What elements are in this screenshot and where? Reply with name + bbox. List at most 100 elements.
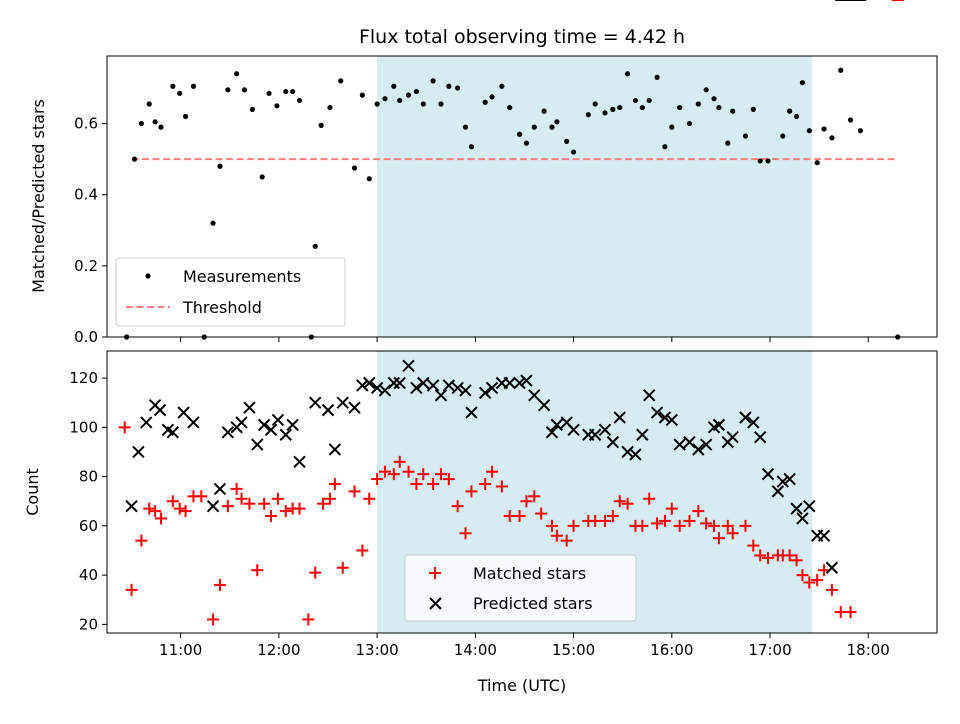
measurement-point bbox=[158, 124, 164, 130]
measurement-point bbox=[182, 113, 189, 120]
matched-star-point bbox=[195, 490, 208, 503]
predicted-star-point bbox=[451, 381, 464, 395]
predicted-star-point bbox=[293, 455, 306, 469]
matched-star-point bbox=[726, 527, 739, 540]
matched-star-point bbox=[371, 473, 384, 486]
predicted-star-point bbox=[426, 379, 440, 392]
matched-star-point bbox=[427, 477, 440, 490]
measurement-point bbox=[405, 92, 412, 98]
matched-star-point bbox=[712, 532, 725, 545]
matched-star-point bbox=[658, 514, 671, 527]
matched-star-point bbox=[486, 465, 499, 478]
matched-star-point bbox=[613, 495, 626, 508]
predicted-star-point bbox=[621, 445, 634, 459]
matched-star-point bbox=[465, 485, 478, 498]
measurement-point bbox=[646, 97, 652, 104]
measurement-point bbox=[177, 90, 183, 96]
measurement-point bbox=[290, 88, 296, 95]
measurement-point bbox=[190, 83, 197, 89]
measurement-point bbox=[217, 163, 223, 169]
y-tick-label: 20 bbox=[79, 615, 98, 633]
chart-title: Flux total observing time = 4.42 h bbox=[359, 26, 685, 48]
predicted-star-point bbox=[665, 413, 679, 427]
matched-star-point bbox=[665, 502, 678, 515]
matched-star-point bbox=[762, 551, 775, 564]
matched-star-point bbox=[513, 510, 526, 523]
matched-star-point bbox=[520, 495, 533, 508]
bottom-panel: 20 40 60 80 100 120 11:00 12:00 13:00 14:00 15:00… bbox=[23, 0, 938, 695]
measurement-point bbox=[462, 124, 469, 130]
predicted-star-point bbox=[309, 396, 322, 409]
predicted-star-point bbox=[257, 418, 271, 432]
predicted-star-point bbox=[598, 423, 612, 437]
predicted-star-point bbox=[221, 426, 235, 439]
matched-star-point bbox=[378, 465, 391, 478]
matched-star-point bbox=[279, 505, 292, 518]
measurement-point bbox=[610, 106, 616, 112]
top-axes-frame bbox=[106, 55, 938, 338]
predicted-star-point bbox=[363, 376, 376, 390]
measurement-point bbox=[138, 120, 144, 127]
matched-star-point bbox=[317, 497, 330, 510]
measurement-point bbox=[283, 88, 289, 95]
measurement-point bbox=[249, 106, 255, 112]
predicted-star-point bbox=[528, 389, 541, 402]
matched-star-point bbox=[166, 495, 179, 508]
matched-star-point bbox=[118, 421, 131, 434]
measurement-point bbox=[829, 135, 835, 141]
measurement-point bbox=[602, 110, 608, 116]
measurement-point bbox=[838, 67, 844, 73]
measurement-point bbox=[686, 120, 693, 127]
measurement-point bbox=[669, 124, 675, 130]
bottom-legend-box bbox=[404, 554, 637, 622]
matched-star-point bbox=[495, 480, 508, 493]
predicted-star-point bbox=[140, 416, 153, 429]
matched-star-point bbox=[825, 583, 838, 596]
measurement-point bbox=[531, 124, 537, 130]
measurement-point bbox=[857, 128, 863, 134]
x-tick-label: 13:00 bbox=[356, 641, 399, 659]
predicted-star-point bbox=[629, 448, 642, 461]
measurement-point bbox=[617, 104, 623, 111]
matched-star-point bbox=[125, 583, 138, 596]
legend-predicted-marker bbox=[429, 597, 442, 610]
measurement-point bbox=[366, 176, 372, 182]
measurement-point bbox=[446, 83, 452, 89]
matched-star-point bbox=[302, 613, 315, 626]
predicted-star-point bbox=[393, 376, 406, 390]
y-tick-label: 0.6 bbox=[74, 115, 98, 133]
predicted-star-point bbox=[776, 475, 789, 488]
measurement-point bbox=[624, 71, 631, 77]
top-y-ticks: 0.0 0.2 0.4 0.6 bbox=[74, 115, 107, 346]
legend-measurements-label: Measurements bbox=[183, 267, 301, 286]
predicted-star-point bbox=[503, 376, 516, 390]
measurements-series bbox=[124, 67, 901, 340]
predicted-star-point bbox=[434, 389, 448, 402]
top-x-ticks bbox=[180, 337, 869, 342]
matched-star-point bbox=[683, 514, 696, 527]
measurement-point bbox=[146, 101, 152, 107]
matched-star-point bbox=[265, 510, 278, 523]
predicted-star-point bbox=[125, 499, 138, 513]
predicted-star-point bbox=[650, 406, 664, 419]
predicted-star-point bbox=[153, 403, 167, 417]
measurement-point bbox=[742, 133, 749, 139]
measurement-point bbox=[632, 97, 639, 104]
predicted-star-point bbox=[235, 416, 248, 429]
predicted-star-point bbox=[712, 418, 726, 432]
measurement-point bbox=[241, 87, 248, 93]
y-tick-label: 120 bbox=[69, 369, 98, 387]
matched-star-point bbox=[747, 539, 760, 552]
predicted-star-point bbox=[636, 428, 649, 441]
predicted-star-point bbox=[286, 418, 299, 432]
measurement-point bbox=[549, 124, 555, 130]
predicted-star-point bbox=[328, 443, 342, 456]
measurement-point bbox=[225, 87, 231, 93]
predicted-star-point bbox=[465, 406, 478, 419]
predicted-star-point bbox=[513, 376, 526, 390]
matched-star-point bbox=[844, 606, 857, 619]
measurement-point bbox=[327, 104, 333, 111]
predicted-star-point bbox=[783, 472, 796, 486]
predicted-star-point bbox=[588, 428, 602, 441]
measurement-point bbox=[210, 220, 216, 226]
